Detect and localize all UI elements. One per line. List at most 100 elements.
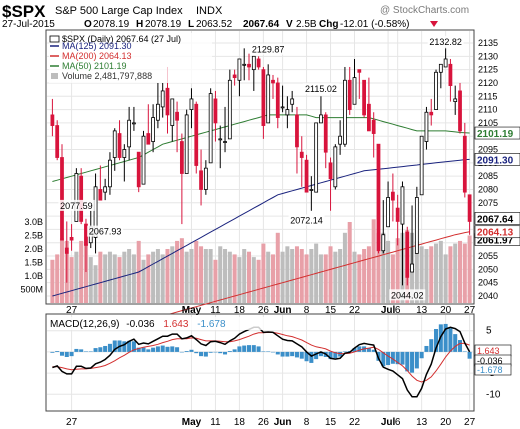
price-tick-label: 2130: [478, 51, 498, 61]
candle-body: [170, 98, 175, 126]
macd-hist-bar: [203, 351, 208, 357]
volume-bar: [386, 240, 391, 303]
price-tick-label: 2045: [478, 278, 498, 288]
macd-hist-bar: [122, 341, 127, 352]
volume-bar: [227, 251, 232, 303]
volume-bar: [395, 238, 400, 303]
volume-bar: [414, 240, 419, 303]
annotation-bg: [302, 83, 339, 95]
macd-hist-bar: [457, 340, 463, 352]
candle-body: [467, 194, 472, 222]
volume-bar: [309, 249, 314, 303]
price-tick-label: 2115: [478, 91, 497, 101]
candle-body: [338, 135, 343, 145]
annotation-bg: [87, 225, 124, 237]
macd-hist-bar: [64, 351, 69, 357]
candle-body: [362, 79, 366, 116]
macd-hist-bar: [179, 351, 184, 353]
macd-hist-bar: [386, 351, 391, 366]
chart-header: $SPX S&P 500 Large Cap Index INDX @ Stoc…: [2, 2, 469, 30]
candle-body: [458, 90, 462, 132]
annotation-label: 2044.02: [391, 290, 424, 300]
candle-body: [69, 237, 74, 241]
volume-bar: [69, 257, 74, 303]
volume-bar: [223, 249, 228, 303]
candle-body: [112, 130, 117, 158]
macd-hist-bar: [242, 345, 247, 352]
volume-bar: [453, 243, 458, 303]
candle-body: [60, 157, 64, 241]
volume-bar: [381, 232, 386, 303]
macd-hist-bar: [146, 349, 151, 352]
macd-hist-bar: [318, 351, 323, 357]
macd-tick-label: -10: [486, 389, 501, 400]
date-tick-label-upper: 26: [258, 305, 270, 316]
volume-bar: [333, 251, 338, 303]
date-tick-label: 26: [258, 417, 270, 428]
candle-body: [122, 149, 127, 158]
price-tick-label: 2080: [478, 184, 498, 194]
candle-body: [227, 79, 232, 140]
candle-body: [117, 133, 122, 158]
macd-value-tag: -0.036: [477, 356, 503, 366]
price-legend: $SPX (Daily) 2067.64 (27 Jul) MA(125) 20…: [49, 33, 212, 83]
macd-hist-bar: [69, 351, 74, 357]
price-axis: 2135213021252120211521102105210020952090…: [478, 38, 498, 301]
volume-bar: [50, 259, 55, 303]
volume-bar: [318, 254, 323, 303]
svg-text:MACD(12,26,9) -0.036: MACD(12,26,9) -0.036 1.643 -1.678: [50, 319, 226, 330]
candle-body: [333, 146, 338, 188]
volume-bar: [323, 254, 328, 303]
macd-hist-bar: [285, 351, 290, 357]
volume-bar: [218, 246, 223, 303]
macd-hist-bar: [55, 351, 60, 352]
date-tick-label-upper: Jul: [381, 305, 396, 316]
macd-hist-bar: [357, 346, 362, 352]
macd-tags: 1.643-0.036-1.678: [474, 344, 512, 376]
volume-bar: [390, 254, 395, 303]
candle-body: [367, 103, 371, 132]
volume-bar: [376, 232, 381, 303]
macd-hist-bar: [270, 351, 276, 353]
date-tick-label-upper: 6: [395, 305, 401, 316]
high-value: 2078.19: [145, 19, 182, 30]
volume-bar: [155, 249, 160, 303]
volume-bar: [448, 246, 453, 303]
candle-body: [275, 82, 280, 118]
candle-body: [242, 63, 247, 66]
volume-bar: [462, 243, 467, 303]
date-tick-label: 11: [210, 417, 221, 428]
chg-value: -12.01 (-0.58%): [340, 19, 409, 30]
candle-body: [175, 111, 179, 121]
volume-bar: [266, 251, 271, 303]
candle-body: [386, 197, 390, 228]
macd-hist-bar: [237, 346, 242, 352]
volume-bar: [103, 254, 108, 303]
macd-hist-bar: [352, 348, 357, 352]
macd-hist-bar: [333, 351, 338, 359]
candle-body: [160, 90, 165, 108]
volume-bar: [362, 249, 367, 303]
volume-bar: [122, 251, 127, 303]
macd-hist-bar: [405, 351, 410, 372]
volume-bar: [242, 249, 247, 303]
volume-tick-label: 2.0B: [24, 244, 43, 254]
date-tick-label: 6: [395, 417, 401, 428]
ma50-tag-bg: [474, 126, 520, 140]
macd-hist-bar: [467, 351, 472, 359]
candle-legend-icon: [49, 35, 60, 43]
macd-hist-bar: [103, 345, 108, 352]
macd-signal-tag: 1.643: [477, 346, 500, 356]
macd-legend-label: MACD(12,26,9): [50, 319, 119, 330]
candle-body: [419, 135, 424, 196]
volume-bar: [98, 251, 103, 303]
open-value: 2078.19: [93, 19, 130, 30]
volume-bar: [256, 259, 261, 303]
candle-body: [247, 63, 251, 68]
legend-ma50: MA(50) 2101.19: [62, 61, 127, 71]
price-tick-label: 2055: [478, 251, 498, 261]
candle-body: [328, 162, 333, 180]
candle-body: [429, 111, 434, 116]
